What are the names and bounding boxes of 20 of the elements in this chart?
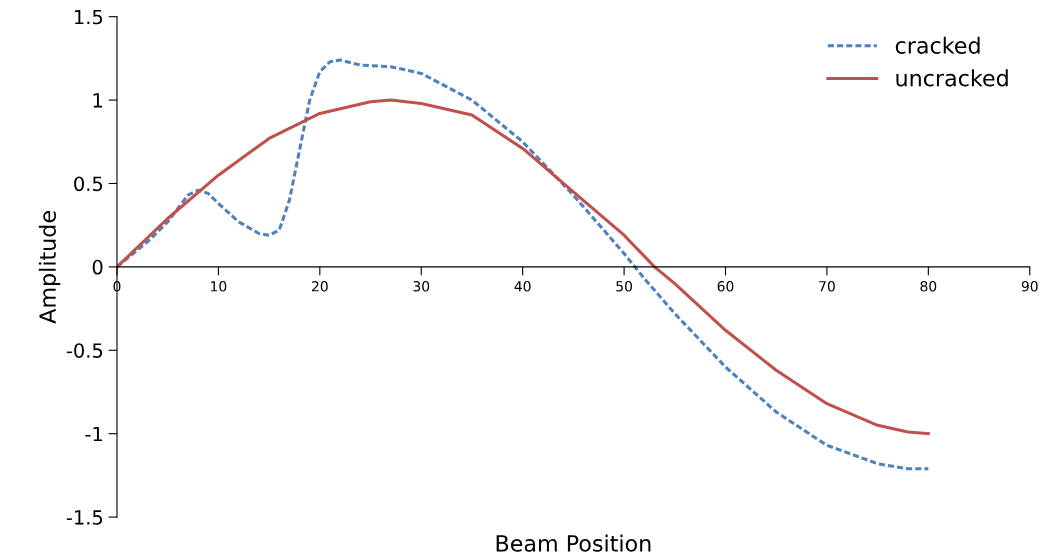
- x-tick-label: 40: [514, 281, 531, 292]
- y-tick-label: 0.5: [74, 176, 103, 192]
- x-tick-label: 90: [1021, 281, 1038, 292]
- legend-label: cracked: [895, 36, 980, 54]
- legend-label: uncracked: [896, 69, 1008, 87]
- x-tick-label: 30: [413, 281, 430, 292]
- x-tick-label: 20: [312, 281, 328, 292]
- y-tick-label: 1.5: [75, 9, 103, 25]
- y-tick-label: -1.5: [66, 510, 103, 525]
- x-axis-title: Beam Position: [496, 534, 651, 552]
- y-tick-label: -1: [85, 426, 103, 442]
- x-tick-label: 10: [211, 281, 227, 292]
- x-tick-label: 50: [616, 281, 632, 292]
- y-tick-label: 1: [93, 93, 102, 108]
- y-axis-title: Amplitude: [38, 211, 61, 324]
- x-tick-label: 80: [920, 281, 937, 292]
- x-tick-label: 70: [819, 281, 835, 292]
- x-tick-label: 60: [717, 281, 734, 292]
- y-tick-label: 0: [92, 259, 103, 275]
- y-tick-label: -0.5: [66, 343, 103, 358]
